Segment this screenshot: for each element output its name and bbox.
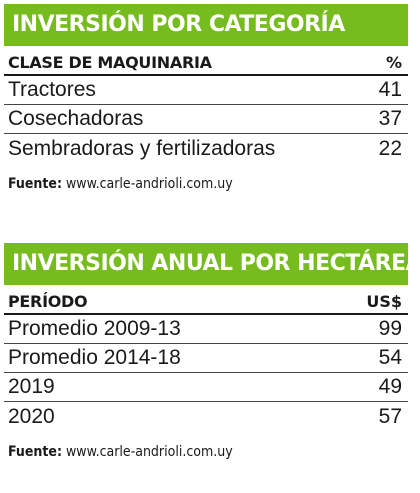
table-row: Promedio 2014-18 54 [4,344,408,373]
source-label: Fuente: [8,444,62,460]
row-label: 2019 [8,375,55,398]
row-value: 99 [378,317,402,340]
row-label: 2020 [8,404,55,428]
row-value: 57 [378,404,402,428]
table-row: Promedio 2009-13 99 [4,315,408,344]
table-row: 2019 49 [4,373,408,402]
table-header-row: CLASE DE MAQUINARIA % [4,46,408,76]
row-label: Promedio 2009-13 [8,317,181,340]
hectare-investment-section: INVERSIÓN ANUAL POR HECTÁREA PERÍODO US$… [0,243,420,460]
row-value: 22 [378,136,402,160]
hectare-investment-table: PERÍODO US$ Promedio 2009-13 99 Promedio… [4,285,408,431]
category-investment-section: INVERSIÓN POR CATEGORÍA CLASE DE MAQUINA… [0,4,420,192]
source-label: Fuente: [8,176,62,192]
hectare-investment-title: INVERSIÓN ANUAL POR HECTÁREA [4,243,408,285]
table-row: Cosechadoras 37 [4,105,408,134]
category-investment-title: INVERSIÓN POR CATEGORÍA [4,4,408,46]
row-value: 37 [378,107,402,130]
column-header-period: PERÍODO [8,292,88,311]
column-header-machinery-class: CLASE DE MAQUINARIA [8,53,212,72]
row-value: 49 [378,375,402,398]
table-row: 2020 57 [4,402,408,431]
category-investment-table: CLASE DE MAQUINARIA % Tractores 41 Cosec… [4,46,408,163]
source-note: Fuente: www.carle-andrioli.com.uy [8,444,420,460]
row-label: Sembradoras y fertilizadoras [8,136,276,160]
row-label: Cosechadoras [8,107,144,130]
row-label: Tractores [8,78,96,101]
column-header-percent: % [385,53,402,72]
table-row: Sembradoras y fertilizadoras 22 [4,134,408,163]
table-row: Tractores 41 [4,76,408,105]
table-header-row: PERÍODO US$ [4,285,408,315]
source-url: www.carle-andrioli.com.uy [66,176,233,192]
column-header-usd: US$ [366,292,402,311]
row-label: Promedio 2014-18 [8,346,181,369]
row-value: 54 [378,346,402,369]
source-url: www.carle-andrioli.com.uy [66,444,233,460]
row-value: 41 [378,78,402,101]
source-note: Fuente: www.carle-andrioli.com.uy [8,176,420,192]
